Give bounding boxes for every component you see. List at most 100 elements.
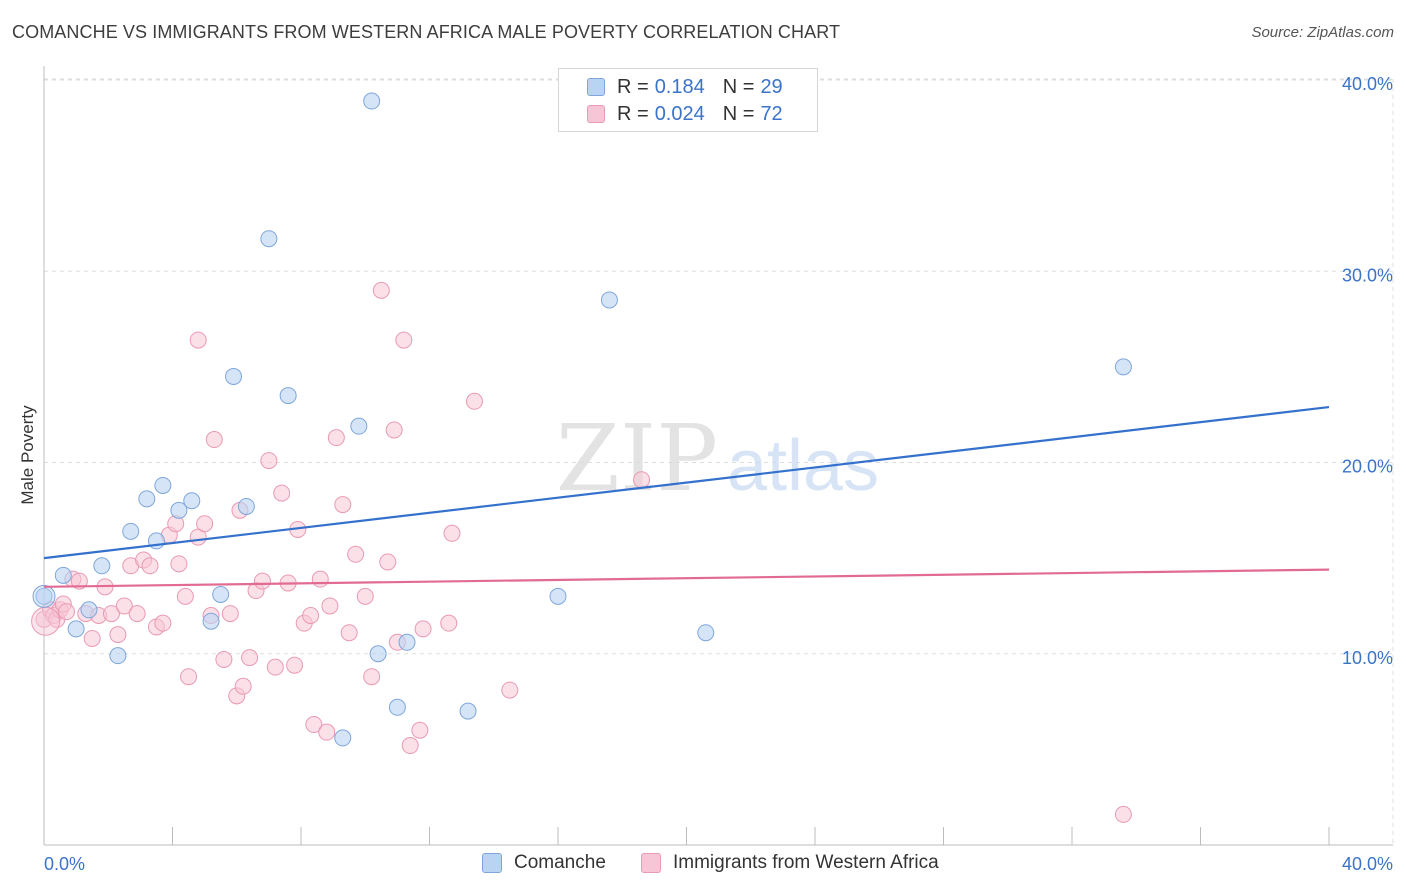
comanche-point	[600, 291, 618, 309]
comanche-point	[202, 612, 220, 630]
western-africa-point	[395, 331, 413, 349]
western-africa-point	[141, 557, 159, 575]
n-label: N =	[722, 75, 755, 98]
y-tick-label: 30.0%	[1342, 265, 1393, 285]
western-africa-point	[128, 605, 146, 623]
series-comanche	[32, 92, 1132, 747]
y-tick-label: 40.0%	[1342, 74, 1393, 94]
western-africa-point	[83, 629, 101, 647]
r-value: 0.184	[654, 75, 705, 98]
comanche-point	[32, 584, 56, 608]
comanche-point	[549, 587, 567, 605]
western-africa-point	[347, 545, 365, 563]
western-africa-point	[334, 496, 352, 514]
y-tick-label: 20.0%	[1342, 457, 1393, 477]
x-tick-label: 0.0%	[44, 854, 85, 874]
comanche-point	[398, 633, 416, 651]
legend-row-western-africa: R = 0.024 N = 72	[587, 102, 783, 126]
y-tick-label: 10.0%	[1342, 648, 1393, 668]
western-africa-point	[340, 624, 358, 642]
western-africa-swatch	[641, 853, 661, 873]
axes	[43, 66, 1393, 846]
r-label: R =	[617, 102, 649, 125]
western-africa-point	[379, 553, 397, 571]
legend-item-western-africa: Immigrants from Western Africa	[641, 852, 939, 874]
grid-lines	[44, 78, 1394, 845]
r-value: 0.024	[654, 102, 705, 125]
legend-label-comanche: Comanche	[514, 852, 606, 873]
western-africa-point	[196, 515, 214, 533]
western-africa-point	[205, 431, 223, 449]
western-africa-point	[102, 605, 120, 623]
series-legend: Comanche Immigrants from Western Africa	[0, 852, 1406, 878]
western-africa-point	[372, 281, 390, 299]
comanche-point	[1114, 358, 1132, 376]
western-africa-point	[443, 524, 461, 542]
legend-label-western-africa: Immigrants from Western Africa	[673, 852, 939, 873]
western-africa-point	[266, 658, 284, 676]
western-africa-point	[31, 606, 61, 636]
r-label: R =	[617, 75, 649, 98]
comanche-point	[388, 698, 406, 716]
western-africa-point	[154, 614, 172, 632]
comanche-point	[363, 92, 381, 110]
comanche-point	[138, 490, 156, 508]
western-africa-swatch	[587, 105, 605, 123]
western-africa-point	[356, 587, 374, 605]
western-africa-point	[411, 721, 429, 739]
comanche-point	[260, 230, 278, 248]
western-africa-point	[273, 484, 291, 502]
comanche-point	[350, 417, 368, 435]
comanche-point	[170, 501, 188, 519]
western-africa-point	[234, 677, 252, 695]
correlation-legend: R = 0.184 N = 29 R = 0.024 N = 72	[558, 68, 818, 132]
western-africa-point	[70, 572, 88, 590]
western-africa-point	[440, 614, 458, 632]
x-tick-label: 40.0%	[1342, 854, 1393, 874]
comanche-point	[35, 587, 53, 605]
western-africa-point	[465, 392, 483, 410]
tick-labels: 10.0% 20.0% 30.0% 40.0% 0.0% 40.0%	[44, 74, 1393, 874]
western-africa-point	[215, 650, 233, 668]
western-africa-point	[260, 452, 278, 470]
western-africa-point	[327, 429, 345, 447]
legend-item-comanche: Comanche	[482, 852, 606, 874]
chart-title: COMANCHE VS IMMIGRANTS FROM WESTERN AFRI…	[12, 22, 841, 42]
trend-lines	[43, 405, 1330, 588]
comanche-point	[225, 367, 243, 385]
comanche-point	[154, 476, 172, 494]
n-value: 72	[760, 102, 783, 125]
comanche-point	[237, 497, 255, 515]
western-africa-point	[286, 656, 304, 674]
western-africa-point	[363, 668, 381, 686]
comanche-point	[93, 557, 111, 575]
western-africa-point	[180, 668, 198, 686]
western-africa-point	[1114, 805, 1132, 823]
western-africa-point	[253, 572, 271, 590]
comanche-swatch	[482, 853, 502, 873]
western-africa-trend-line	[43, 568, 1330, 588]
comanche-point	[334, 729, 352, 747]
western-africa-point	[401, 737, 419, 755]
western-africa-point	[109, 626, 127, 644]
western-africa-point	[241, 649, 259, 667]
western-africa-point	[414, 620, 432, 638]
western-africa-point	[176, 587, 194, 605]
comanche-point	[122, 522, 140, 540]
western-africa-point	[189, 331, 207, 349]
source-credit: Source: ZipAtlas.com	[1251, 24, 1394, 41]
western-africa-point	[321, 597, 339, 615]
comanche-point	[67, 620, 85, 638]
comanche-point	[54, 566, 72, 584]
comanche-point	[109, 647, 127, 665]
comanche-point	[183, 492, 201, 510]
comanche-point	[697, 624, 715, 642]
comanche-point	[459, 702, 477, 720]
western-africa-point	[57, 603, 75, 621]
legend-row-comanche: R = 0.184 N = 29	[587, 75, 783, 99]
western-africa-point	[385, 421, 403, 439]
western-africa-point	[501, 681, 519, 699]
n-value: 29	[760, 75, 783, 98]
western-africa-point	[221, 605, 239, 623]
